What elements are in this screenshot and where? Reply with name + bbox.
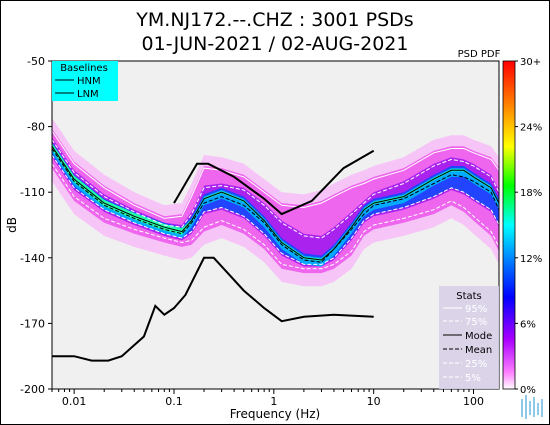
x-tick-label: 100: [463, 395, 484, 408]
mode-legend-label: Mode: [465, 331, 492, 342]
stats-legend-bg: [439, 286, 499, 389]
y-axis-label: dB: [5, 217, 19, 233]
p25-legend-label: 25%: [465, 359, 487, 370]
logo-icon: [521, 395, 543, 419]
colorbar-title: PSD PDF: [458, 49, 501, 60]
x-tick-label: 1: [270, 395, 277, 408]
baselines-legend: Baselines HNM LNM: [52, 61, 118, 101]
y-tick-label: -50: [27, 55, 45, 68]
colorbar-tick-label: 30+: [520, 57, 541, 68]
stats-legend-title: Stats: [456, 291, 482, 302]
y-tick-label: -170: [20, 317, 45, 330]
baselines-legend-bg: [52, 61, 118, 101]
p75-curve: [52, 139, 499, 239]
lnm-curve: [52, 256, 374, 362]
baseline-curves: [52, 149, 375, 362]
y-tick-label: -80: [27, 121, 45, 134]
p95-legend-label: 95%: [465, 304, 487, 315]
p75-legend-label: 75%: [465, 317, 487, 328]
hnm-curve: [173, 149, 375, 216]
density-band-25-75: [52, 137, 499, 267]
baselines-legend-title: Baselines: [60, 63, 108, 74]
stat-curves: [52, 130, 499, 270]
chart-subtitle: 01-JUN-2021 / 02-AUG-2021: [142, 33, 409, 55]
colorbar-tick-label: 12%: [520, 254, 542, 265]
p25-curve: [52, 154, 499, 265]
mode-curve: [52, 146, 499, 261]
chart-title: YM.NJ172.--.CHZ : 3001 PSDs: [135, 9, 413, 31]
y-tick-label: -110: [20, 186, 45, 199]
colorbar-tick-label: 18%: [520, 188, 542, 199]
y-tick-label: -140: [20, 252, 45, 265]
y-axis: -50 -80 -110 -140 -170 -200: [20, 55, 52, 396]
x-axis-label: Frequency (Hz): [230, 407, 321, 421]
x-tick-label: 10: [367, 395, 381, 408]
x-tick-label: 0.01: [62, 395, 87, 408]
hnm-legend-label: HNM: [77, 76, 101, 87]
colorbar-tick-label: 6%: [520, 319, 536, 330]
p95-curve: [52, 130, 499, 219]
lnm-legend-label: LNM: [77, 89, 99, 100]
x-axis: 0.01 0.1 1 10 100: [51, 389, 484, 408]
y-tick-label: -200: [20, 383, 45, 396]
colorbar: [502, 60, 516, 390]
colorbar-tick-label: 24%: [520, 123, 542, 134]
mean-legend-label: Mean: [465, 345, 492, 356]
stats-legend: Stats 95% 75% Mode Mean 25% 5%: [439, 286, 499, 389]
colorbar-tick-label: 0%: [520, 385, 536, 396]
p5-legend-label: 5%: [465, 373, 481, 384]
plot-border: [51, 60, 500, 390]
x-tick-label: 0.1: [165, 395, 183, 408]
p5-curve: [52, 163, 499, 270]
colorbar-ticks: 30+ 24% 18% 12% 6% 0%: [515, 57, 542, 396]
